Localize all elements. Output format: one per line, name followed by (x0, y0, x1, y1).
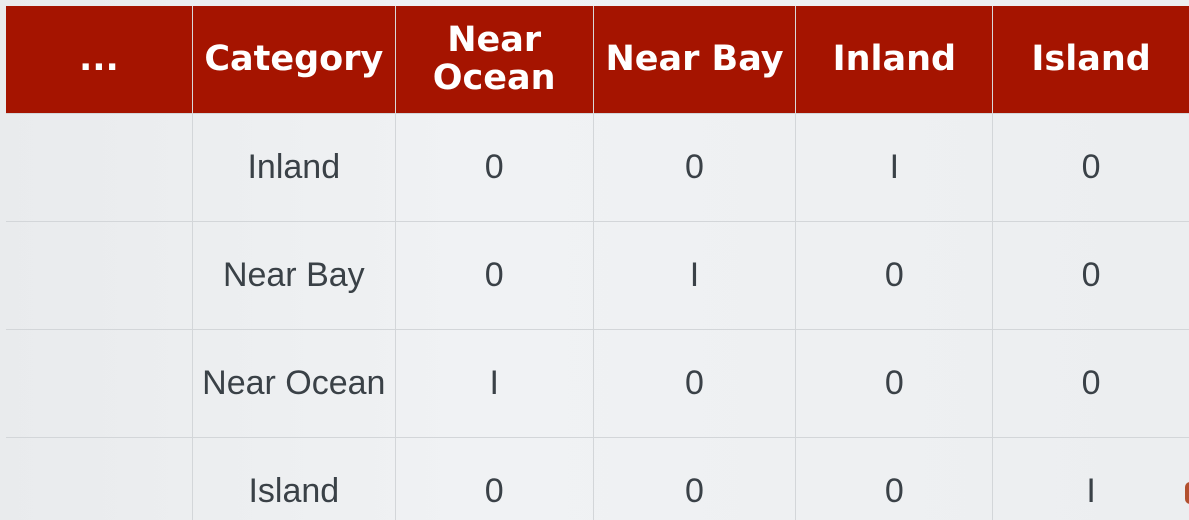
category-cell: Near Ocean (192, 328, 396, 437)
value-cell: 0 (593, 112, 797, 221)
row-spacer-cell (6, 220, 193, 329)
value-cell: 0 (992, 220, 1189, 329)
header-ellipsis: ... (6, 6, 193, 113)
value-cell: 0 (795, 220, 994, 329)
row-spacer-cell (6, 436, 193, 520)
category-cell: Inland (192, 112, 396, 221)
header-category: Category (192, 6, 396, 113)
table-header: ... Category Near Ocean Near Bay Inland … (6, 6, 1189, 113)
value-cell: I (992, 436, 1189, 520)
table-row: Island 0 0 0 I (6, 436, 1189, 520)
value-cell: 0 (795, 328, 994, 437)
header-row: ... Category Near Ocean Near Bay Inland … (6, 6, 1189, 113)
value-cell: 0 (992, 328, 1189, 437)
value-cell: I (395, 328, 594, 437)
value-cell: 0 (395, 436, 594, 520)
value-cell: 0 (593, 328, 797, 437)
value-cell: I (593, 220, 797, 329)
table-body: Inland 0 0 I 0 Near Bay 0 I 0 0 Near Oce… (6, 112, 1189, 520)
table-row: Inland 0 0 I 0 (6, 112, 1189, 221)
header-island: Island (992, 6, 1189, 113)
value-cell: 0 (395, 220, 594, 329)
row-spacer-cell (6, 328, 193, 437)
category-cell: Near Bay (192, 220, 396, 329)
one-hot-encoding-table: ... Category Near Ocean Near Bay Inland … (6, 6, 1189, 520)
value-cell: 0 (795, 436, 994, 520)
table-row: Near Bay 0 I 0 0 (6, 220, 1189, 329)
header-near-bay: Near Bay (593, 6, 797, 113)
header-inland: Inland (795, 6, 994, 113)
value-cell: 0 (395, 112, 594, 221)
value-cell: I (795, 112, 994, 221)
category-cell: Island (192, 436, 396, 520)
table-row: Near Ocean I 0 0 0 (6, 328, 1189, 437)
value-cell: 0 (593, 436, 797, 520)
value-cell: 0 (992, 112, 1189, 221)
header-near-ocean: Near Ocean (395, 6, 594, 113)
presenter-pointer-mark (1185, 482, 1189, 504)
row-spacer-cell (6, 112, 193, 221)
